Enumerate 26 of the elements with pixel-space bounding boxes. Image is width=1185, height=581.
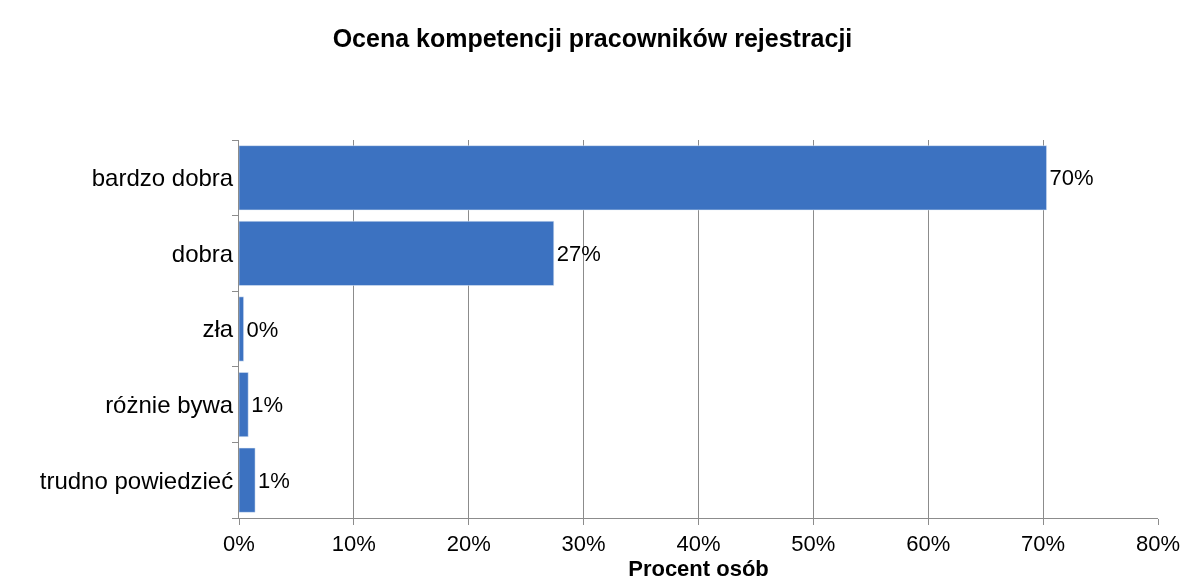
x-tick-label: 60%	[906, 531, 951, 557]
bar	[239, 296, 244, 362]
x-tick-label: 10%	[331, 531, 376, 557]
x-tick-label: 20%	[446, 531, 491, 557]
bar	[239, 447, 256, 513]
x-axis-title: Procent osób	[628, 556, 769, 581]
x-tick-label: 0%	[223, 531, 255, 557]
x-tick-label: 30%	[561, 531, 606, 557]
chart-title: Ocena kompetencji pracowników rejestracji	[332, 23, 853, 52]
y-tick-label: różnie bywa	[105, 391, 234, 418]
y-tick-label: dobra	[171, 239, 234, 267]
bar	[239, 221, 555, 286]
data-label: 1%	[251, 392, 283, 418]
y-tick-label: bardzo dobra	[91, 164, 234, 192]
bar	[239, 145, 1047, 211]
x-tick-label: 40%	[676, 531, 721, 557]
data-label: 1%	[258, 467, 290, 493]
data-label: 0%	[246, 316, 279, 342]
y-tick-label: zła	[202, 315, 234, 343]
y-tick-label: trudno powiedzieć	[39, 466, 234, 494]
x-tick-label: 70%	[1021, 531, 1066, 557]
data-label: 27%	[556, 240, 601, 266]
x-tick-label: 50%	[791, 531, 836, 557]
x-tick-label: 80%	[1135, 531, 1181, 557]
bar	[239, 372, 249, 437]
data-label: 70%	[1049, 165, 1094, 191]
